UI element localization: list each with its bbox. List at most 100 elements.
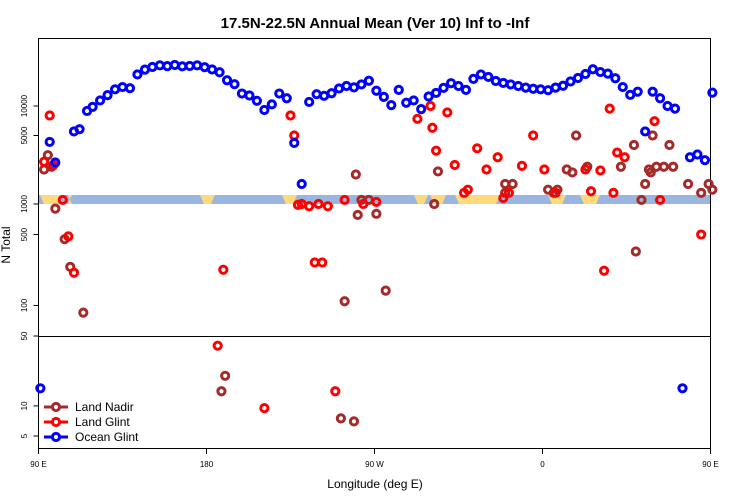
point-land-glint-46: [619, 152, 630, 163]
y-tick-label-2: 50: [20, 331, 29, 340]
band-land-2: [200, 195, 215, 204]
point-ocean-glint-0: [35, 383, 46, 394]
point-ocean-glint-43: [363, 75, 374, 86]
point-ocean-glint-81: [647, 86, 658, 97]
x-tick-label-1: 180: [200, 460, 214, 469]
legend-label-0: Land Nadir: [75, 400, 134, 414]
point-ocean-glint-42: [356, 79, 367, 90]
point-land-nadir-12: [350, 169, 361, 180]
point-land-glint-40: [585, 186, 597, 197]
point-ocean-glint-38: [326, 88, 337, 99]
point-land-nadir-32: [630, 246, 641, 257]
point-land-glint-45: [612, 147, 623, 158]
y-tick-label-6: 5000: [20, 126, 29, 144]
point-ocean-glint-84: [669, 103, 681, 114]
point-ocean-glint-82: [655, 93, 666, 104]
point-land-nadir-8: [220, 370, 231, 381]
legend-label-1: Land Glint: [75, 415, 130, 429]
point-ocean-glint-87: [692, 149, 703, 160]
point-land-glint-27: [449, 159, 460, 171]
point-land-glint-20: [358, 198, 369, 210]
point-ocean-glint-34: [296, 178, 307, 190]
point-land-glint-18: [330, 386, 341, 397]
legend-marker-1: [50, 416, 62, 428]
y-tick-label-7: 10000: [20, 94, 29, 117]
point-ocean-glint-45: [378, 91, 389, 102]
point-ocean-glint-77: [617, 81, 628, 93]
point-ocean-glint-89: [707, 87, 718, 98]
point-land-glint-38: [550, 187, 561, 198]
chart-title: 17.5N-22.5N Annual Mean (Ver 10) Inf to …: [221, 15, 531, 32]
point-land-nadir-37: [647, 130, 658, 141]
data-points: [35, 59, 718, 427]
point-land-glint-25: [431, 145, 442, 156]
y-axis: 5 10 50 100 500 1000 5000 10000: [20, 94, 39, 438]
point-land-glint-0: [39, 156, 50, 167]
point-ocean-glint-31: [274, 88, 285, 99]
band-land-0: [40, 195, 62, 204]
point-land-nadir-28: [571, 130, 582, 141]
point-land-nadir-36: [645, 167, 656, 178]
point-ocean-glint-71: [572, 72, 584, 84]
point-land-nadir-41: [668, 161, 679, 172]
point-ocean-glint-70: [565, 76, 576, 87]
point-ocean-glint-49: [408, 95, 419, 106]
point-land-glint-16: [317, 257, 328, 268]
point-ocean-glint-47: [393, 84, 404, 95]
point-land-nadir-17: [380, 285, 391, 296]
point-land-glint-43: [604, 103, 615, 114]
point-land-nadir-42: [683, 178, 694, 190]
point-ocean-glint-80: [640, 126, 651, 137]
point-land-nadir-6: [78, 307, 89, 318]
point-land-nadir-33: [636, 194, 647, 206]
point-ocean-glint-29: [259, 104, 270, 116]
point-land-nadir-18: [429, 198, 440, 210]
point-land-nadir-30: [615, 161, 627, 172]
point-land-glint-6: [212, 340, 223, 351]
point-land-nadir-10: [339, 296, 350, 307]
y-tick-label-0: 5: [20, 433, 29, 438]
point-ocean-glint-11: [124, 83, 136, 94]
point-land-glint-7: [218, 264, 229, 275]
point-land-glint-37: [539, 164, 550, 175]
point-land-glint-36: [528, 130, 539, 141]
band-land-1: [68, 195, 72, 204]
point-ocean-glint-50: [416, 103, 427, 115]
point-ocean-glint-44: [371, 85, 382, 96]
y-axis-label: N Total: [0, 226, 13, 263]
point-land-nadir-39: [658, 161, 669, 172]
point-ocean-glint-57: [468, 73, 479, 85]
point-ocean-glint-28: [251, 95, 262, 106]
point-ocean-glint-79: [632, 86, 643, 97]
point-ocean-glint-1: [44, 136, 55, 148]
point-ocean-glint-4: [74, 124, 85, 135]
point-ocean-glint-75: [602, 68, 613, 79]
y-tick-label-5: 1000: [20, 195, 29, 213]
band-land-3: [282, 195, 297, 204]
point-land-glint-48: [655, 194, 666, 206]
point-land-glint-30: [472, 143, 483, 154]
point-land-nadir-11: [348, 416, 360, 427]
point-ocean-glint-32: [281, 93, 292, 104]
point-land-nadir-9: [335, 413, 346, 424]
point-land-glint-44: [608, 187, 619, 198]
point-land-glint-23: [425, 100, 436, 112]
point-land-glint-42: [599, 265, 610, 276]
point-land-glint-9: [285, 110, 296, 121]
legend-marker-0: [50, 401, 62, 413]
point-land-glint-26: [442, 107, 453, 118]
point-ocean-glint-2: [50, 157, 61, 168]
point-ocean-glint-33: [289, 137, 300, 149]
band-land-4: [414, 195, 428, 204]
point-land-glint-33: [498, 192, 509, 204]
point-ocean-glint-59: [483, 71, 494, 83]
point-land-glint-19: [339, 194, 350, 206]
point-land-nadir-22: [507, 178, 518, 190]
point-ocean-glint-6: [87, 101, 98, 112]
x-tick-label-3: 0: [540, 460, 545, 469]
point-ocean-glint-76: [610, 73, 621, 84]
point-ocean-glint-7: [95, 95, 106, 106]
legend-marker-2: [50, 431, 62, 443]
x-axis-label: Longitude (deg E): [327, 477, 422, 491]
